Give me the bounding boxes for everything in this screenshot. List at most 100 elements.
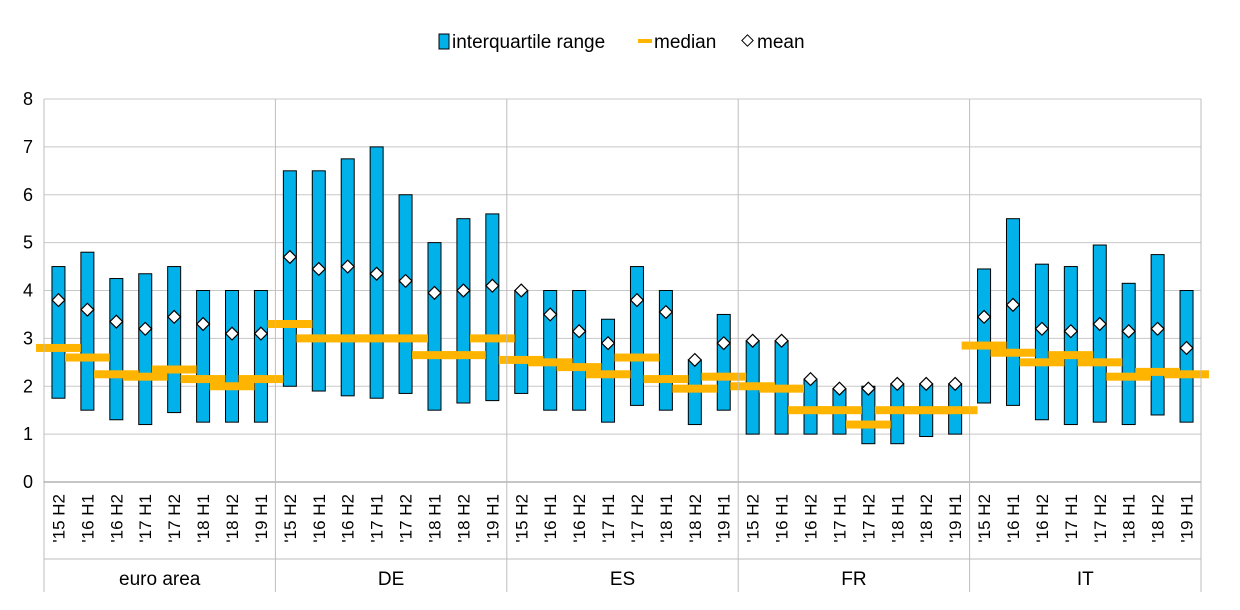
median-marker — [440, 351, 486, 360]
mean-marker — [369, 266, 384, 281]
iqr-bar — [1063, 266, 1078, 426]
x-axis-labels: '15 H2 '16 H1 '16 H2 '17 H1 '17 H2 '18 H1 '18 … — [49, 494, 1196, 590]
legend: interquartile range median mean — [438, 32, 805, 53]
x-period-label: '17 H2 — [859, 494, 878, 543]
median-marker — [1164, 370, 1209, 379]
mean-markers — [51, 249, 1194, 396]
median-marker — [325, 334, 371, 343]
median-marker — [1077, 358, 1123, 367]
iqr-bar — [196, 290, 211, 423]
median-marker — [93, 370, 139, 379]
mean-marker — [1005, 297, 1021, 313]
x-period-label: '18 H1 — [888, 494, 907, 543]
x-group-label: IT — [1077, 569, 1094, 590]
mean-marker — [1063, 323, 1079, 339]
median-marker — [643, 375, 689, 384]
iqr-bar — [427, 242, 442, 411]
median-marker — [354, 334, 400, 343]
median-marker — [788, 406, 833, 415]
x-period-label: '19 H1 — [1178, 494, 1197, 543]
x-period-label: '17 H2 — [1091, 494, 1110, 543]
iqr-bar — [716, 313, 731, 411]
mean-marker — [195, 316, 211, 332]
x-period-label: '16 H1 — [773, 494, 792, 543]
mean-marker — [427, 285, 442, 301]
mean-marker — [485, 278, 500, 293]
mean-marker — [456, 283, 471, 298]
iqr-bar — [167, 266, 182, 414]
y-tick-label: 2 — [23, 376, 33, 396]
iqr-bar — [109, 278, 124, 421]
median-marker — [412, 351, 457, 360]
iqr-bar — [1179, 290, 1194, 423]
x-period-label: '16 H1 — [310, 494, 329, 543]
median-marker — [990, 348, 1036, 357]
x-period-label: '17 H2 — [397, 494, 416, 543]
median-markers — [36, 320, 1209, 429]
mean-marker — [861, 381, 876, 396]
median-marker — [903, 406, 949, 415]
x-period-label: '16 H1 — [541, 494, 560, 543]
mean-marker — [282, 249, 298, 265]
median-marker — [383, 334, 428, 343]
x-period-label: '16 H1 — [78, 494, 97, 543]
x-period-label: '18 H2 — [1149, 494, 1168, 543]
y-tick-label: 3 — [23, 328, 33, 348]
mean-marker — [514, 283, 529, 298]
median-marker — [469, 334, 515, 343]
x-period-label: '17 H1 — [1062, 494, 1081, 543]
iqr-bar — [311, 170, 326, 392]
y-tick-label: 4 — [23, 281, 33, 301]
x-period-label: '19 H1 — [252, 494, 271, 543]
mean-marker — [976, 309, 992, 325]
mean-marker — [571, 323, 587, 339]
median-marker — [932, 406, 978, 415]
iqr-bar — [80, 251, 95, 411]
median-marker — [672, 384, 718, 393]
median-marker — [701, 372, 747, 381]
y-axis-tick-labels: 0 1 2 3 4 5 6 7 8 — [23, 89, 33, 492]
mean-marker — [398, 273, 413, 289]
iqr-bar — [514, 290, 529, 394]
x-group-label: ES — [610, 569, 635, 590]
mean-marker — [1121, 323, 1136, 339]
x-period-label: '17 H1 — [368, 494, 387, 543]
x-period-label: '16 H2 — [802, 494, 821, 543]
iqr-bar — [1121, 282, 1136, 426]
x-period-label: '19 H1 — [715, 494, 734, 543]
iqr-bar — [977, 268, 992, 404]
median-marker — [1019, 358, 1065, 367]
iqr-bars — [51, 146, 1194, 445]
y-tick-label: 6 — [23, 185, 33, 205]
mean-marker — [138, 321, 153, 337]
x-period-label: '16 H2 — [570, 494, 589, 543]
mean-marker — [253, 326, 269, 341]
x-period-label: '16 H2 — [107, 494, 126, 543]
x-period-label: '18 H1 — [194, 494, 213, 543]
x-period-label: '19 H1 — [483, 494, 502, 543]
legend-mean-swatch — [741, 34, 754, 47]
x-period-label: '15 H2 — [975, 494, 994, 543]
iqr-bar — [398, 194, 413, 394]
legend-iqr-label: interquartile range — [452, 32, 605, 53]
x-period-label: '17 H1 — [599, 494, 618, 543]
x-period-label: '15 H2 — [49, 494, 68, 543]
x-period-label: '18 H2 — [917, 494, 936, 543]
x-group-label: FR — [841, 569, 866, 590]
median-marker — [845, 420, 891, 429]
iqr-bar — [225, 290, 240, 423]
mean-marker — [947, 376, 963, 392]
iqr-bar — [543, 290, 558, 411]
median-marker — [238, 375, 284, 384]
axes — [43, 99, 1202, 592]
mean-marker — [629, 292, 645, 308]
median-marker — [585, 370, 631, 379]
x-group-label: DE — [378, 569, 404, 590]
mean-marker — [80, 302, 95, 317]
mean-marker — [716, 335, 731, 351]
mean-marker — [1150, 321, 1165, 337]
x-period-label: '16 H2 — [1033, 494, 1052, 543]
y-tick-label: 0 — [23, 472, 33, 492]
x-period-label: '18 H1 — [657, 494, 676, 543]
median-marker — [556, 363, 602, 372]
